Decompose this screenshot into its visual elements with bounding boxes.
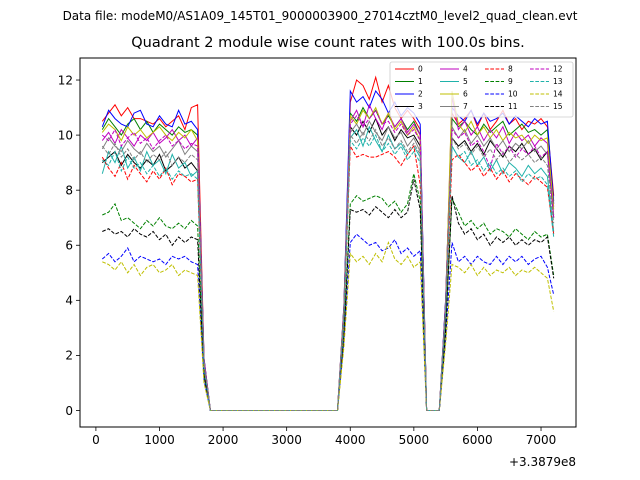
x-tick-label: 1000 (144, 433, 175, 447)
legend-label-2: 2 (418, 90, 423, 99)
y-tick-label: 6 (65, 239, 73, 253)
series-line-11 (102, 179, 555, 411)
x-tick-label: 6000 (462, 433, 493, 447)
plot-frame (79, 57, 577, 428)
legend-label-15: 15 (553, 102, 563, 111)
chart-title: Quadrant 2 module wise count rates with … (131, 35, 525, 51)
y-tick-label: 2 (65, 349, 73, 363)
legend-label-10: 10 (508, 90, 518, 99)
x-offset-label: +3.3879e8 (509, 455, 576, 469)
y-tick-label: 8 (65, 183, 73, 197)
legend-frame (389, 61, 574, 118)
x-tick-label: 7000 (526, 433, 557, 447)
y-tick-label: 10 (58, 128, 73, 142)
series-line-13 (101, 133, 555, 411)
series-line-10 (101, 233, 555, 411)
series-line-6 (101, 90, 555, 411)
legend-label-7: 7 (463, 102, 468, 111)
legend-label-3: 3 (418, 102, 423, 111)
x-tick-label: 0 (92, 433, 100, 447)
series-line-14 (102, 241, 555, 411)
legend-label-0: 0 (418, 65, 423, 74)
legend-label-1: 1 (418, 77, 423, 86)
legend-label-9: 9 (508, 77, 513, 86)
legend-label-14: 14 (553, 90, 563, 99)
legend-label-6: 6 (463, 90, 468, 99)
x-tick-label: 2000 (208, 433, 239, 447)
series-line-9 (102, 173, 555, 411)
y-tick-label: 0 (65, 404, 73, 418)
figure-suptitle: Data file: modeM0/AS1A09_145T01_90000039… (62, 9, 578, 23)
y-tick-label: 12 (58, 73, 73, 87)
y-tick-label: 4 (65, 294, 73, 308)
x-tick-label: 4000 (335, 433, 366, 447)
series-line-8 (101, 144, 555, 411)
series-line-12 (101, 109, 555, 411)
legend-label-4: 4 (463, 65, 468, 74)
x-tick-label: 3000 (271, 433, 302, 447)
series-line-5 (101, 125, 555, 411)
legend-label-12: 12 (553, 65, 563, 74)
legend-label-13: 13 (553, 77, 563, 86)
series-layer (101, 75, 555, 411)
legend-label-5: 5 (463, 77, 468, 86)
x-tick-label: 5000 (399, 433, 430, 447)
legend-label-8: 8 (508, 65, 513, 74)
legend-label-11: 11 (508, 102, 518, 111)
